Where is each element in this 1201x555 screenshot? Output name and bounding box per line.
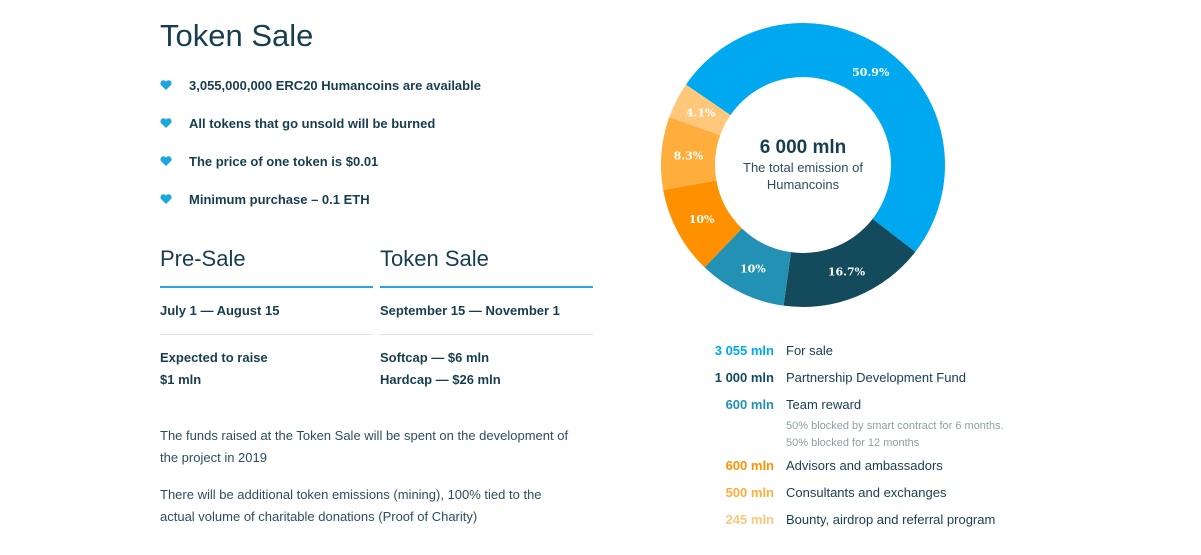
list-item: 3,055,000,000 ERC20 Humancoins are avail… <box>160 76 481 114</box>
legend-item-team: 600 mln Team reward 50% blocked by smart… <box>690 394 1110 455</box>
presale-column: Pre-Sale July 1 — August 15 Expected to … <box>160 246 373 391</box>
tokensale-divider <box>380 286 593 288</box>
total-emission-label-line2: Humancoins <box>767 177 840 192</box>
legend-item-consultants: 500 mln Consultants and exchanges <box>690 482 1110 509</box>
legend-amount: 1 000 mln <box>714 370 774 385</box>
legend-note-line1: 50% blocked by smart contract for 6 mont… <box>786 420 1004 432</box>
legend-label: Consultants and exchanges <box>786 485 947 500</box>
donut-slice-label-5: 4.1% <box>686 107 716 120</box>
donut-svg: 50.9% 16.7% 10% 10% 8.3% 4.1% 6 000 mln The t… <box>661 23 945 307</box>
donut-slice-label-1: 16.7% <box>828 265 866 278</box>
legend-amount: 600 mln <box>725 458 774 473</box>
mining-line-1: There will be additional token emissions… <box>160 487 542 502</box>
legend-item-advisors: 600 mln Advisors and ambassadors <box>690 455 1110 482</box>
tokensale-column: Token Sale September 15 — November 1 Sof… <box>380 246 593 391</box>
presale-divider <box>160 286 373 288</box>
list-item-text: Minimum purchase – 0.1 ETH <box>189 192 370 207</box>
donut-slice-label-3: 10% <box>689 213 715 226</box>
list-item: Minimum purchase – 0.1 ETH <box>160 190 481 228</box>
mining-paragraph: There will be additional token emissions… <box>160 484 600 528</box>
legend-note-line2: 50% blocked for 12 months <box>786 437 920 449</box>
mining-line-2: actual volume of charitable donations (P… <box>160 509 478 524</box>
list-item: The price of one token is $0.01 <box>160 152 481 190</box>
donut-slice-2 <box>704 228 791 306</box>
list-item-text: 3,055,000,000 ERC20 Humancoins are avail… <box>189 78 481 93</box>
presale-raise-label: Expected to raise <box>160 350 268 365</box>
heart-icon <box>160 118 172 128</box>
legend-label: Team reward <box>786 397 862 412</box>
page-title: Token Sale <box>160 18 314 53</box>
donut-slice-labels: 50.9% 16.7% 10% 10% 8.3% 4.1% <box>674 66 890 278</box>
hardcap: Hardcap — $26 mln <box>380 372 501 387</box>
heart-icon <box>160 80 172 90</box>
funds-line-1: The funds raised at the Token Sale will … <box>160 428 569 443</box>
legend-amount: 600 mln <box>725 397 774 412</box>
donut-slice-label-4: 8.3% <box>674 149 704 162</box>
donut-slice-5 <box>669 84 731 136</box>
emission-donut-chart: 50.9% 16.7% 10% 10% 8.3% 4.1% 6 000 mln The t… <box>660 20 945 310</box>
legend-amount: 3 055 mln <box>714 343 774 358</box>
heart-icon <box>160 156 172 166</box>
donut-slices <box>661 23 945 307</box>
presale-raise-value: $1 mln <box>160 372 202 387</box>
total-emission-value: 6 000 mln <box>760 137 847 158</box>
legend-amount: 245 mln <box>725 512 774 527</box>
list-item-text: The price of one token is $0.01 <box>189 154 379 169</box>
softcap: Softcap — $6 mln <box>380 350 490 365</box>
legend-label: Advisors and ambassadors <box>786 458 943 473</box>
heart-icon <box>160 194 172 204</box>
legend-label: Partnership Development Fund <box>786 370 966 385</box>
donut-slice-4 <box>661 117 721 190</box>
donut-slice-label-2: 10% <box>740 262 766 275</box>
tokensale-title: Token Sale <box>380 246 489 271</box>
donut-slice-3 <box>663 180 743 268</box>
presale-dates: July 1 — August 15 <box>160 288 373 335</box>
funds-line-2: the project in 2019 <box>160 450 267 465</box>
total-emission-label-line1: The total emission of <box>743 160 863 175</box>
funds-paragraph: The funds raised at the Token Sale will … <box>160 425 600 469</box>
donut-slice-1 <box>783 218 916 307</box>
feature-list: 3,055,000,000 ERC20 Humancoins are avail… <box>160 76 481 228</box>
legend-label: For sale <box>786 343 833 358</box>
tokensale-dates: September 15 — November 1 <box>380 288 593 335</box>
list-item-text: All tokens that go unsold will be burned <box>189 116 436 131</box>
legend-item-for-sale: 3 055 mln For sale <box>690 340 1110 367</box>
legend-item-bounty: 245 mln Bounty, airdrop and referral pro… <box>690 509 1110 536</box>
allocation-legend: 3 055 mln For sale 1 000 mln Partnership… <box>690 340 1110 536</box>
presale-raise: Expected to raise $1 mln <box>160 335 373 391</box>
tokensale-caps: Softcap — $6 mln Hardcap — $26 mln <box>380 335 593 391</box>
donut-slice-label-0: 50.9% <box>852 66 890 79</box>
legend-label: Bounty, airdrop and referral program <box>786 512 996 527</box>
list-item: All tokens that go unsold will be burned <box>160 114 481 152</box>
presale-title: Pre-Sale <box>160 246 246 271</box>
legend-amount: 500 mln <box>725 485 774 500</box>
legend-item-partnership: 1 000 mln Partnership Development Fund <box>690 367 1110 394</box>
donut-slice-0 <box>685 23 945 252</box>
